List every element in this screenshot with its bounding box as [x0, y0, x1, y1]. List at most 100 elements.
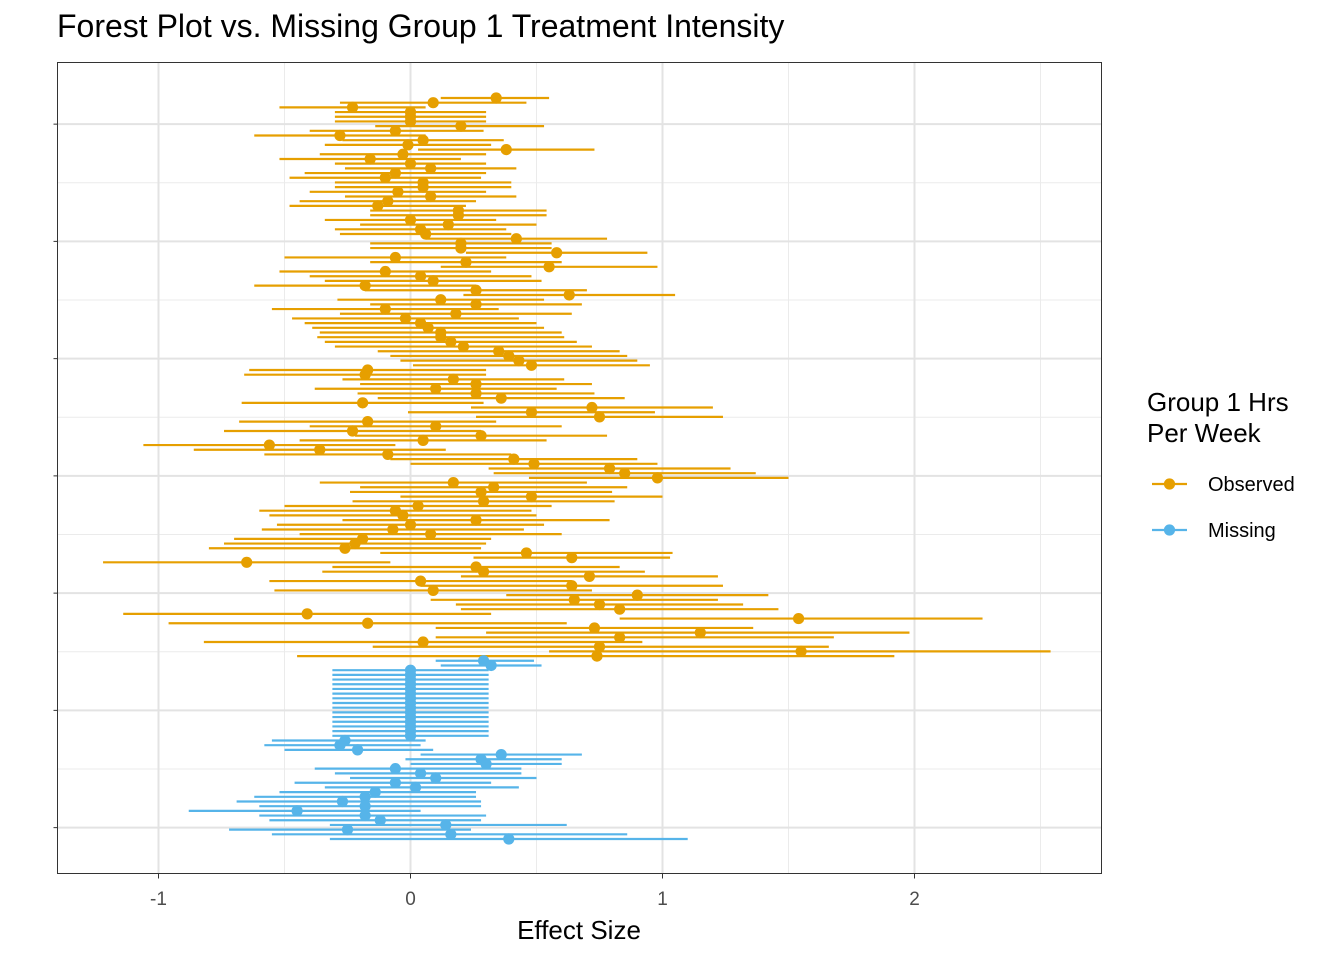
forest-row-observed: [284, 251, 507, 264]
forest-row-observed: [342, 134, 504, 146]
forest-row-observed: [339, 228, 512, 240]
forest-row-missing: [350, 772, 537, 784]
forest-row-missing: [329, 833, 688, 845]
point-estimate: [427, 275, 439, 287]
forest-row-observed: [360, 219, 537, 231]
forest-row-observed: [193, 444, 446, 456]
point-estimate: [470, 378, 482, 390]
point-estimate: [346, 425, 359, 437]
forest-row-observed: [284, 500, 552, 512]
forest-row-observed: [289, 172, 482, 184]
point-estimate: [374, 814, 386, 826]
forest-row-observed: [370, 256, 562, 268]
panel-border: [57, 62, 1102, 874]
point-estimate: [389, 777, 401, 789]
forest-row-observed: [370, 242, 552, 254]
point-estimate: [475, 486, 487, 498]
point-estimate: [369, 786, 381, 798]
point-estimate: [528, 458, 540, 470]
forest-row-observed: [355, 430, 608, 442]
point-estimate: [334, 129, 346, 142]
point-estimate: [614, 603, 626, 615]
forest-row-observed: [317, 331, 565, 343]
forest-row-observed: [488, 462, 731, 475]
point-estimate: [362, 617, 374, 629]
forest-row-observed: [299, 195, 477, 207]
forest-row-observed: [400, 355, 638, 367]
point-estimate: [543, 261, 555, 273]
point-estimate: [435, 294, 447, 306]
point-estimate: [477, 566, 490, 578]
point-estimate: [399, 312, 412, 325]
point-estimate: [387, 523, 399, 536]
forest-row-observed: [334, 158, 487, 170]
point-estimate: [427, 584, 439, 597]
point-estimate: [593, 411, 606, 423]
point-estimate: [404, 214, 417, 226]
x-tick-label: -1: [150, 889, 167, 910]
point-estimate: [357, 397, 369, 409]
forest-row-observed: [269, 509, 537, 521]
forest-row-observed: [274, 584, 592, 597]
point-estimate: [389, 125, 401, 137]
point-estimate: [593, 641, 606, 653]
chart-title: Forest Plot vs. Missing Group 1 Treatmen…: [57, 8, 785, 44]
point-estimate: [430, 772, 442, 784]
point-estimate: [510, 233, 522, 245]
point-estimate: [503, 833, 515, 845]
forest-row-observed: [370, 298, 582, 310]
point-estimate: [359, 369, 371, 381]
legend-item-observed: Observed: [1152, 474, 1295, 496]
point-estimate: [551, 247, 563, 259]
forest-row-observed: [425, 233, 608, 245]
forest-row-missing: [334, 767, 522, 779]
forest-row-missing: [324, 781, 519, 794]
point-estimate: [430, 383, 442, 395]
forest-row-observed: [276, 519, 545, 531]
point-estimate: [404, 115, 417, 128]
point-estimate: [475, 430, 487, 442]
point-estimate: [349, 537, 361, 550]
forest-row-observed: [360, 481, 628, 493]
forest-row-observed: [241, 397, 484, 409]
point-estimate: [470, 387, 482, 400]
point-estimate: [490, 92, 502, 104]
forest-row-observed: [390, 453, 638, 465]
forest-row-observed: [440, 92, 550, 104]
forest-row-observed: [435, 631, 834, 643]
forest-row-observed: [312, 322, 545, 334]
point-estimate: [500, 143, 512, 156]
point-estimate: [402, 139, 414, 151]
point-estimate: [513, 355, 525, 367]
point-estimate: [397, 148, 409, 160]
forest-row-missing: [294, 777, 492, 789]
point-estimate: [379, 265, 391, 278]
x-tick-label: 2: [909, 889, 920, 910]
forest-row-observed: [254, 279, 477, 292]
forest-row-observed: [224, 425, 482, 437]
forest-row-observed: [337, 294, 545, 306]
point-estimate: [417, 434, 429, 446]
point-estimate: [392, 186, 404, 198]
point-estimate: [445, 828, 457, 840]
point-estimate: [563, 289, 575, 301]
point-estimate: [425, 162, 437, 174]
point-estimate: [485, 659, 497, 672]
forest-row-observed: [279, 153, 461, 165]
forest-row-observed: [299, 434, 547, 446]
forest-row-observed: [334, 340, 592, 353]
forest-row-observed: [261, 523, 524, 536]
point-estimate: [525, 491, 538, 503]
forest-row-observed: [377, 345, 620, 357]
forest-row-observed: [292, 312, 519, 325]
point-estimate: [339, 542, 351, 554]
point-estimate: [414, 575, 427, 587]
forest-row-observed: [264, 448, 512, 461]
forest-row-observed: [203, 636, 643, 648]
point-estimate: [417, 134, 429, 146]
forest-row-observed: [476, 411, 723, 423]
point-estimate: [414, 767, 427, 779]
forest-row-observed: [239, 416, 497, 428]
point-estimate: [409, 781, 422, 794]
